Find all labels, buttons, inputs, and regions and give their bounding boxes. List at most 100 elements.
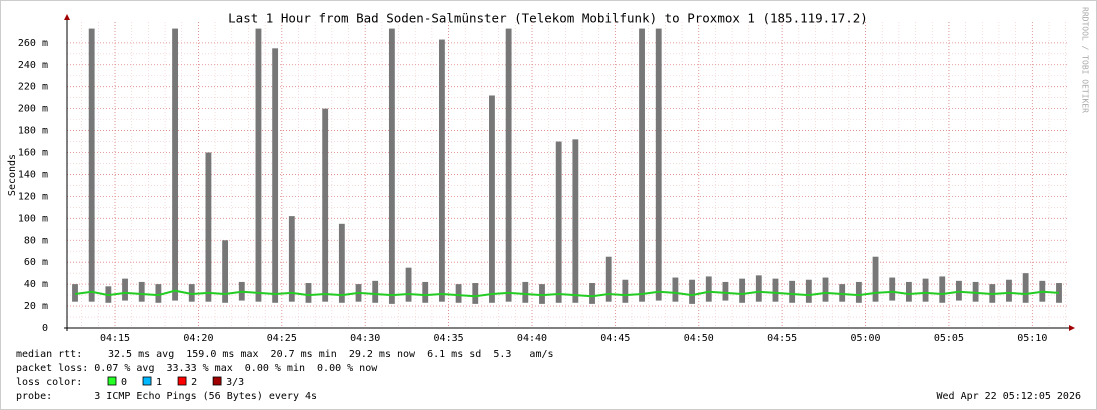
y-axis-label: Seconds [7,154,18,196]
smoke-bar [122,278,128,301]
y-tick-label: 240 m [18,60,48,71]
smoke-bar [622,279,629,303]
smoke-bar [72,284,78,302]
smoke-bar [755,275,762,302]
watermark: RRDTOOL / TOBI OETIKER [1081,7,1090,113]
smoke-bar [672,277,679,302]
x-tick-label: 04:25 [267,333,297,344]
y-tick-label: 140 m [18,169,48,180]
smoke-bar [322,108,329,302]
smoke-bar [555,141,562,303]
y-tick-label: 80 m [24,235,48,246]
smoke-bar [222,240,229,303]
legend-label: 2 [191,377,197,388]
x-tick-label: 05:10 [1017,333,1047,344]
smoke-bar [255,28,262,302]
smoke-bar [972,281,979,302]
smoke-bar [572,139,579,303]
smoke-bar [288,216,295,302]
rtt-stats: 32.5 ms avg 159.0 ms max 20.7 ms min 29.… [108,349,554,360]
x-tick-label: 04:40 [517,333,547,344]
x-tick-label: 04:20 [183,333,213,344]
legend-swatch [177,376,187,386]
smoke-bar [155,284,162,303]
smoke-bar [88,28,95,302]
x-tick-label: 04:55 [767,333,797,344]
smoke-bar [338,223,345,303]
median-line [74,289,1060,298]
legend-swatch [142,376,152,386]
smoke-bar [889,277,896,301]
y-tick-label: 20 m [24,301,48,312]
x-tick-label: 04:30 [350,333,380,344]
smoke-bar [605,256,612,302]
y-tick-label: 160 m [18,148,48,159]
x-tick-label: 05:05 [934,333,964,344]
y-tick-label: 0 [42,323,48,334]
smoke-bar [939,276,946,303]
smoke-bar [589,283,595,304]
smoke-bar [539,284,545,304]
chart-title: Last 1 Hour from Bad Soden-Salmünster (T… [228,11,868,26]
smoke-bar [405,267,412,302]
x-tick-label: 04:45 [600,333,630,344]
smoke-bar [956,280,962,301]
smoke-bar [855,281,862,303]
smoke-bar [655,28,662,301]
smoke-bar [722,281,729,301]
axis-arrow [1069,325,1075,331]
x-tick-label: 05:00 [850,333,880,344]
probe: probe: 3 ICMP Echo Pings (56 Bytes) ever… [16,391,317,402]
smoke-bar [472,283,479,304]
smoke-bar [922,278,929,302]
axis-arrow [64,14,70,20]
y-tick-label: 200 m [18,104,48,115]
legend-label: 0 [121,377,127,388]
smoke-bar [839,284,846,302]
smoke-bar [455,284,462,303]
smoke-bar [1022,273,1029,303]
smoke-bar [822,277,829,302]
y-tick-label: 100 m [18,213,48,224]
smoke-bar [705,276,712,302]
smoke-bar [772,278,779,302]
packet-loss: packet loss: 0.07 % avg 33.33 % max 0.00… [16,363,378,374]
smoke-bar [489,95,495,303]
y-tick-label: 260 m [18,38,48,49]
smoke-bar [272,48,279,303]
smoke-bar [388,28,395,304]
smoke-bar [522,281,529,303]
x-tick-label: 04:35 [434,333,464,344]
smoke-bar [422,281,429,303]
smoke-bar [205,152,212,302]
smoke-bar [305,283,312,303]
smoke-bar [789,280,796,303]
y-tick-label: 180 m [18,126,48,137]
y-tick-label: 120 m [18,191,48,202]
x-tick-label: 04:50 [684,333,714,344]
y-tick-label: 60 m [24,257,48,268]
legend-swatch [107,376,117,386]
smoke-bar [739,278,746,303]
smoke-bar [372,280,379,303]
smoke-bar [805,279,812,303]
legend-label: 1 [156,377,162,388]
legend-label: 3/3 [226,377,244,388]
y-tick-label: 220 m [18,82,48,93]
smoke-bar [1006,279,1012,302]
smoke-bar [138,281,145,302]
smoke-bar [872,256,879,302]
smoke-bar [505,28,512,302]
timestamp: Wed Apr 22 05:12:05 2026 [937,391,1082,402]
x-tick-label: 04:15 [100,333,130,344]
smoke-bar [438,39,445,302]
legend-swatch [212,376,222,386]
smoke-bar [639,28,645,302]
y-tick-label: 40 m [24,279,48,290]
loss-legend-label: loss color: [16,377,82,388]
smoke-bar [689,279,696,304]
smoke-bar [172,28,178,301]
smoke-bar [188,284,195,302]
smoke-bar [905,281,912,302]
